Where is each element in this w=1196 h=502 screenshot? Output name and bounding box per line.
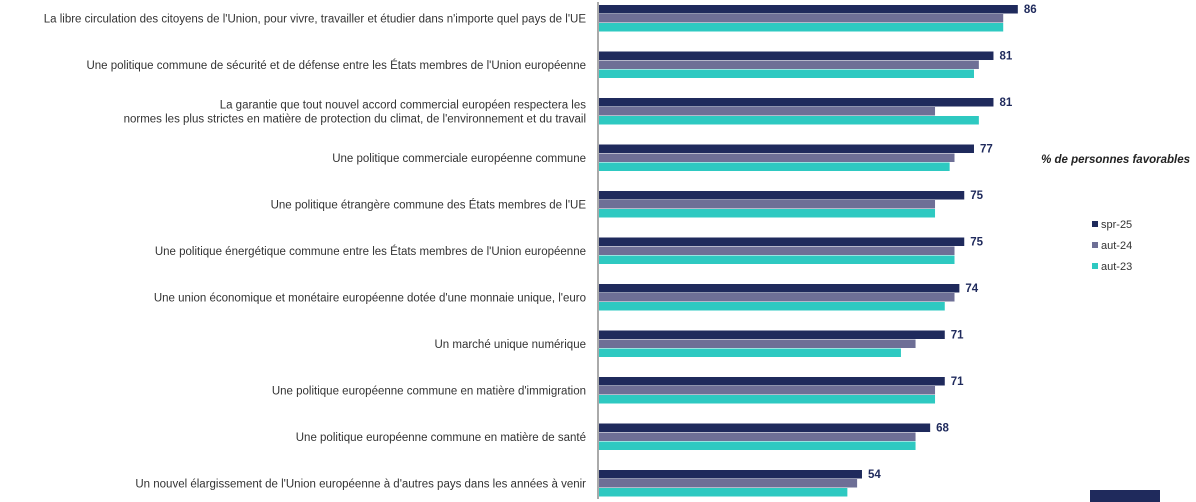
category-labels: La libre circulation des citoyens de l'U…	[44, 13, 587, 490]
data-label: 68	[936, 423, 949, 435]
legend-swatch	[1092, 263, 1098, 269]
category-label-line: La garantie que tout nouvel accord comme…	[220, 99, 587, 111]
category-label: Une politique européenne commune en mati…	[272, 385, 586, 397]
category-label: Une politique étrangère commune des État…	[271, 198, 587, 211]
category-label-line: La libre circulation des citoyens de l'U…	[44, 13, 587, 25]
category-label: Une union économique et monétaire europé…	[154, 292, 586, 304]
legend-swatch	[1092, 221, 1098, 227]
data-label: 81	[999, 51, 1012, 63]
legend-swatch	[1092, 242, 1098, 248]
chart-note: % de personnes favorables	[1041, 154, 1190, 166]
bar-spr-25	[599, 237, 965, 246]
bar-aut-24	[599, 432, 916, 441]
bar-aut-23	[599, 348, 901, 357]
bar-aut-24	[599, 153, 955, 162]
category-label-line: Un nouvel élargissement de l'Union europ…	[135, 478, 586, 490]
data-label: 75	[970, 190, 983, 202]
bar-aut-23	[599, 255, 955, 264]
bar-spr-25	[599, 470, 862, 479]
bar-aut-24	[599, 479, 858, 488]
bar-spr-25	[599, 51, 994, 60]
bar-spr-25	[599, 284, 960, 293]
category-label-line: normes les plus strictes en matière de p…	[124, 113, 586, 125]
data-label: 81	[999, 97, 1012, 109]
category-label: Une politique européenne commune en mati…	[296, 432, 586, 444]
data-label: 71	[951, 376, 964, 388]
bar-aut-23	[599, 116, 979, 125]
bar-spr-25	[599, 98, 994, 107]
bar-aut-23	[599, 23, 1004, 32]
bar-aut-24	[599, 14, 1004, 23]
legend-label: spr-25	[1101, 219, 1132, 231]
value-labels: 86 81 81 77 75 75 74 71 71 68 54	[868, 4, 1037, 481]
bar-spr-25	[599, 377, 945, 386]
bar-aut-23	[599, 69, 974, 78]
category-label-line: Une politique européenne commune en mati…	[272, 385, 586, 397]
legend: spr-25 aut-24 aut-23	[1092, 219, 1132, 273]
bar-aut-23	[599, 302, 945, 311]
bar-aut-23	[599, 162, 950, 171]
bar-aut-24	[599, 246, 955, 255]
category-label: Un nouvel élargissement de l'Union europ…	[135, 478, 586, 490]
data-label: 77	[980, 144, 993, 156]
data-label: 86	[1024, 4, 1037, 16]
bar-aut-24	[599, 60, 979, 69]
bar-aut-23	[599, 488, 848, 497]
legend-label: aut-24	[1101, 240, 1132, 252]
data-label: 74	[965, 283, 978, 295]
category-label-line: Une politique commerciale européenne com…	[332, 153, 586, 165]
bar-aut-24	[599, 200, 936, 209]
bar-aut-23	[599, 395, 936, 404]
bar-aut-24	[599, 386, 936, 395]
bar-spr-25	[599, 423, 931, 432]
data-label: 71	[951, 330, 964, 342]
bar-spr-25	[599, 144, 974, 153]
category-label-line: Une politique étrangère commune des État…	[271, 198, 587, 211]
category-label-line: Une politique commune de sécurité et de …	[86, 59, 586, 72]
bar-aut-23	[599, 441, 916, 450]
bar-spr-25	[599, 330, 945, 339]
bar-spr-25	[599, 5, 1018, 14]
category-label: La garantie que tout nouvel accord comme…	[124, 99, 587, 125]
category-label: Une politique énergétique commune entre …	[155, 245, 586, 258]
bar-aut-24	[599, 339, 916, 348]
category-label-line: Un marché unique numérique	[434, 339, 586, 351]
bar-spr-25	[599, 191, 965, 200]
bars	[599, 5, 1018, 497]
category-label-line: Une union économique et monétaire europé…	[154, 292, 586, 304]
bar-aut-24	[599, 293, 955, 302]
bar-aut-24	[599, 107, 936, 116]
category-label-line: Une politique européenne commune en mati…	[296, 432, 586, 444]
category-label: Un marché unique numérique	[434, 339, 586, 351]
category-label-line: Une politique énergétique commune entre …	[155, 245, 586, 258]
legend-label: aut-23	[1101, 261, 1132, 273]
bar-aut-23	[599, 209, 936, 218]
category-label: Une politique commerciale européenne com…	[332, 153, 586, 165]
category-label: La libre circulation des citoyens de l'U…	[44, 13, 587, 25]
data-label: 54	[868, 469, 881, 481]
logo	[1090, 490, 1160, 502]
category-label: Une politique commune de sécurité et de …	[86, 59, 586, 72]
data-label: 75	[970, 237, 983, 249]
